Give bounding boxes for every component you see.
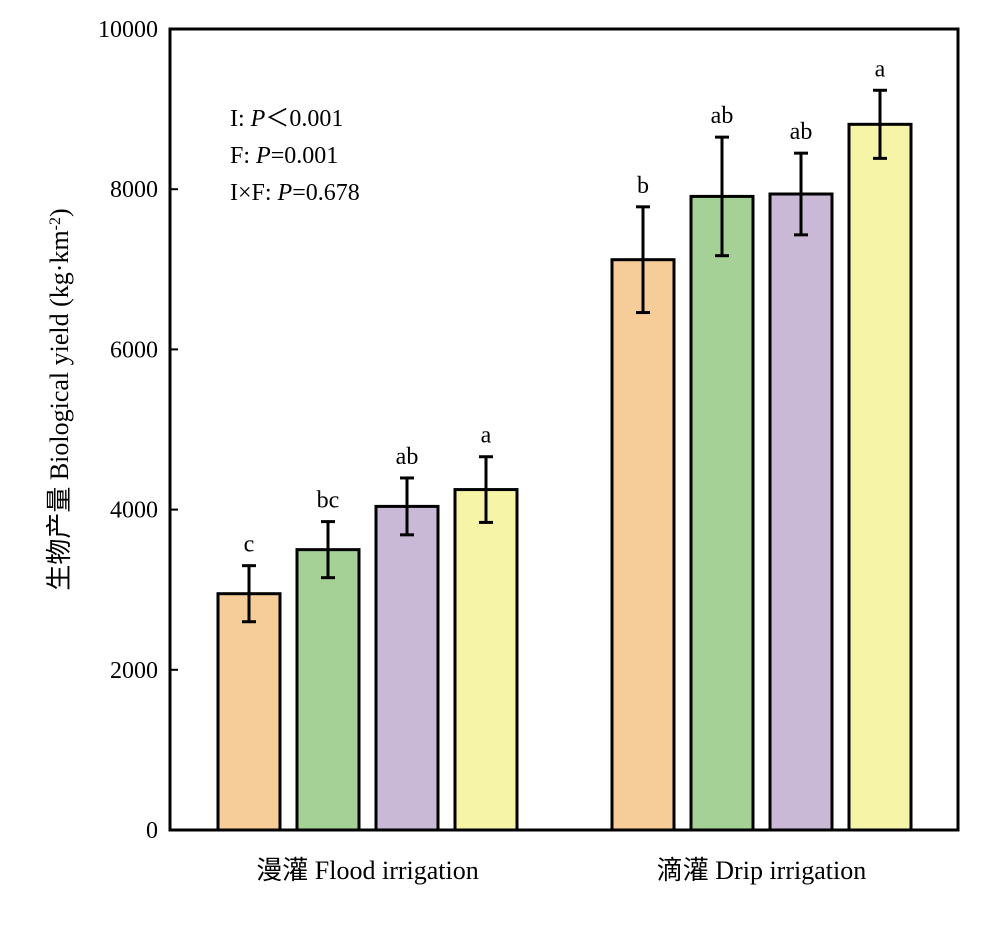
significance-letter: ab	[790, 119, 813, 145]
bar	[374, 504, 440, 832]
significance-letter: a	[481, 423, 492, 449]
bar	[610, 258, 676, 832]
statistics-line: I×F: P=0.678	[230, 180, 360, 206]
y-axis-label-suffix: )	[45, 208, 74, 217]
bar	[216, 592, 282, 832]
significance-letter: ab	[711, 103, 734, 129]
significance-letter: a	[875, 56, 886, 82]
statistics-line: I: P＜0.001	[230, 106, 343, 132]
bar	[295, 548, 361, 832]
y-axis-label: 生物产量 Biological yield (kg·km-2)	[45, 208, 74, 590]
error-bars-layer	[242, 88, 887, 624]
bars-layer	[216, 122, 913, 832]
statistics-line: F: P=0.001	[230, 143, 338, 169]
significance-letter: ab	[396, 444, 419, 470]
y-axis-ticks: 0 2000 4000 6000 8000 10000	[98, 17, 178, 844]
stat-p-value: =0.678	[292, 180, 360, 206]
stat-p-value: =0.001	[271, 143, 339, 169]
y-tick-label: 2000	[110, 658, 158, 684]
stat-factor: I:	[230, 106, 251, 132]
x-category-label: 漫灌 Flood irrigation	[256, 856, 478, 885]
stat-factor: F:	[230, 143, 256, 169]
significance-letter: c	[244, 532, 255, 558]
bar	[689, 194, 755, 832]
stat-p-symbol: P	[250, 106, 266, 132]
x-category-label: 滴灌 Drip irrigation	[657, 856, 866, 885]
plot-frame	[168, 27, 960, 832]
y-tick-label: 10000	[98, 17, 158, 43]
y-tick-label: 4000	[110, 498, 158, 524]
bar	[768, 192, 834, 832]
stat-p-symbol: P	[255, 143, 271, 169]
stat-factor: I×F:	[230, 180, 278, 206]
significance-letter: bc	[317, 488, 340, 514]
y-tick-label: 8000	[110, 177, 158, 203]
y-tick-label: 0	[146, 818, 158, 844]
bar	[847, 122, 913, 832]
y-tick-label: 6000	[110, 337, 158, 363]
significance-letter: b	[637, 173, 649, 199]
stat-p-symbol: P	[277, 180, 293, 206]
x-axis-category-labels: 漫灌 Flood irrigation 滴灌 Drip irrigation	[256, 856, 866, 885]
y-axis-label-main: 生物产量 Biological yield (kg·km	[45, 230, 74, 590]
y-axis-label-superscript: -2	[47, 217, 64, 230]
bar	[453, 488, 519, 832]
stat-p-value: ＜0.001	[265, 106, 343, 132]
